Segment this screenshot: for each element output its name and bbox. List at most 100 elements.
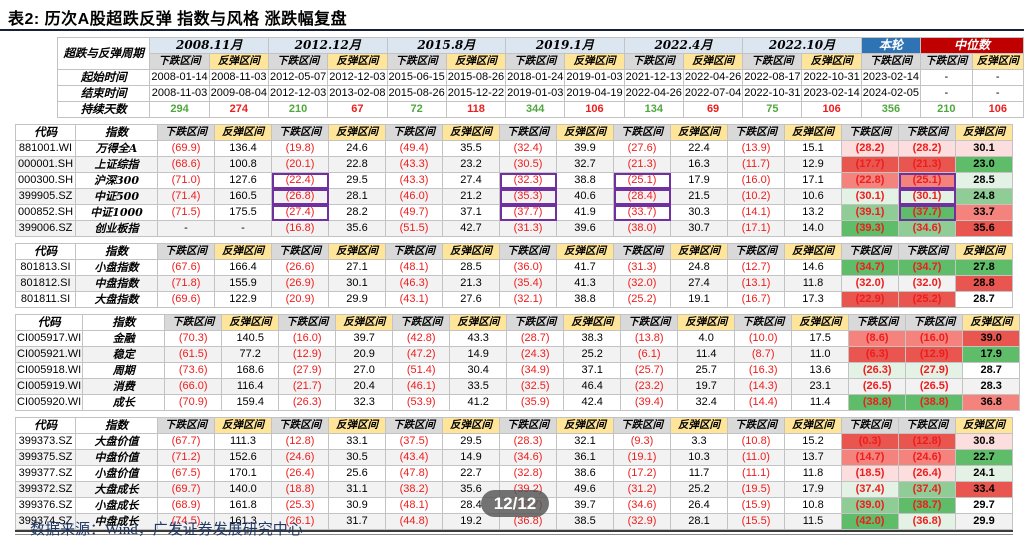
subheader-down: 下跌区间 [164,314,223,331]
value-cell: 19.1 [670,291,728,308]
subheader-down: 下跌区间 [271,243,329,260]
code-cell: 000300.SH [15,172,76,189]
subheader-down: 下跌区间 [271,417,329,434]
period-header: 中位数 [920,37,1024,54]
duration-cell: 67 [327,101,388,118]
value-cell: 20.4 [335,378,394,395]
duration-cell: 69 [682,101,744,118]
index-name-cell: 万得全A [75,140,158,157]
value-cell: (39.3) [841,220,899,237]
index-column-header: 指数 [75,124,158,141]
index-name-cell: 中盘价值 [75,449,158,466]
value-cell: 27.4 [442,172,500,189]
subheader-rebound: 反弹区间 [328,243,386,260]
value-cell: (17.7) [841,156,899,173]
subheader-down: 下跌区间 [149,53,210,70]
value-cell: 39.7 [335,330,394,347]
value-cell: (26.3) [278,394,337,411]
value-cell: 116.4 [221,378,280,395]
subheader-down: 下跌区间 [898,124,956,141]
subheader-down: 下跌区间 [278,314,337,331]
date-cell: 2012-12-03 [327,69,388,86]
duration-cell: 210 [920,101,973,118]
value-cell: (19.1) [613,449,671,466]
value-cell: (25.2) [898,291,956,308]
value-cell: 19.2 [442,513,500,530]
value-cell: 25.2 [670,481,728,498]
subheader-down: 下跌区间 [905,314,964,331]
value-cell: (16.8) [271,220,329,237]
subheader-rebound: 反弹区间 [784,243,842,260]
value-cell: 31.7 [328,513,386,530]
tables-container: 超跌与反弹周期 2008.11月 2012.12月 2015.8月 2019.1月 202… [14,37,1024,535]
value-cell: 175.5 [214,204,272,221]
value-cell: 30.7 [670,220,728,237]
value-cell: (25.3) [271,497,329,514]
value-cell: 38.3 [563,330,622,347]
subheader-down: 下跌区间 [157,243,215,260]
index-name-cell: 小盘价值 [75,465,158,482]
subheader-down: 下跌区间 [841,124,899,141]
value-cell: 160.5 [214,188,272,205]
duration-cell: 210 [267,101,329,118]
value-cell: 38.6 [556,465,614,482]
value-cell: 14.6 [784,259,842,276]
code-cell: 801811.SI [15,291,76,308]
subheader-down: 下跌区间 [506,314,565,331]
date-cell: 2019-01-03 [564,69,625,86]
value-cell: (67.7) [157,433,215,450]
value-cell: 25.6 [328,465,386,482]
code-column-header: 代码 [15,124,76,141]
date-cell: 2022-07-04 [682,85,744,102]
subheader-rebound: 反弹区间 [449,314,508,331]
subheader-rebound: 反弹区间 [971,53,1024,70]
value-cell: (34.9) [506,362,565,379]
duration-cell: 274 [208,101,269,118]
value-cell: (32.8) [499,465,557,482]
subheader-rebound: 反弹区间 [670,124,728,141]
value-cell: 11.4 [791,394,850,411]
value-cell: 32.7 [556,156,614,173]
value-cell: (67.5) [157,465,215,482]
duration-cell: 106 [971,101,1024,118]
index-name-cell: 消费 [82,378,166,395]
value-cell: (16.3) [734,362,793,379]
value-cell: 35.5 [442,140,500,157]
index-name-cell: 沪深300 [75,172,158,189]
value-cell: 39.7 [556,497,614,514]
value-cell: (28.7) [506,330,565,347]
value-cell: 22.8 [328,156,386,173]
subheader-rebound: 反弹区间 [327,53,388,70]
value-cell: (32.0) [841,275,899,292]
subheader-rebound: 反弹区间 [221,314,280,331]
value-cell: 16.3 [670,156,728,173]
value-cell: (44.8) [385,513,443,530]
value-cell: 17.9 [670,172,728,189]
date-cell: 2012-05-07 [267,69,329,86]
value-cell: - [214,220,272,237]
value-cell: (11.1) [727,465,785,482]
value-cell: (32.1) [499,291,557,308]
value-cell: 30.8 [955,433,1013,450]
value-cell: (11.7) [727,156,785,173]
value-cell: 29.9 [328,291,386,308]
value-cell: (39.0) [841,497,899,514]
value-cell: 3.3 [670,433,728,450]
date-cell: 2009-08-04 [208,85,269,102]
value-cell: 13.6 [791,362,850,379]
index-name-cell: 上证综指 [75,156,158,173]
page-indicator-badge: 12/12 [481,490,549,517]
value-cell: 29.9 [955,513,1013,530]
value-cell: 43.3 [449,330,508,347]
value-cell: 22.7 [955,449,1013,466]
value-cell: (25.7) [620,362,679,379]
value-cell: (0.3) [841,433,899,450]
value-cell: 14.9 [449,346,508,363]
date-cell: 2022-10-31 [801,69,862,86]
value-cell: (12.9) [278,346,337,363]
value-cell: (68.6) [157,156,215,173]
value-cell: (30.1) [898,188,956,205]
index-section-table-3: 代码 指数 下跌区间 反弹区间 下跌区间 反弹区间 下跌区间 反弹区间 下跌区间 反弹区间 下跌区间… [14,314,1021,411]
value-cell: 21.2 [442,188,500,205]
value-cell: 30.4 [449,362,508,379]
